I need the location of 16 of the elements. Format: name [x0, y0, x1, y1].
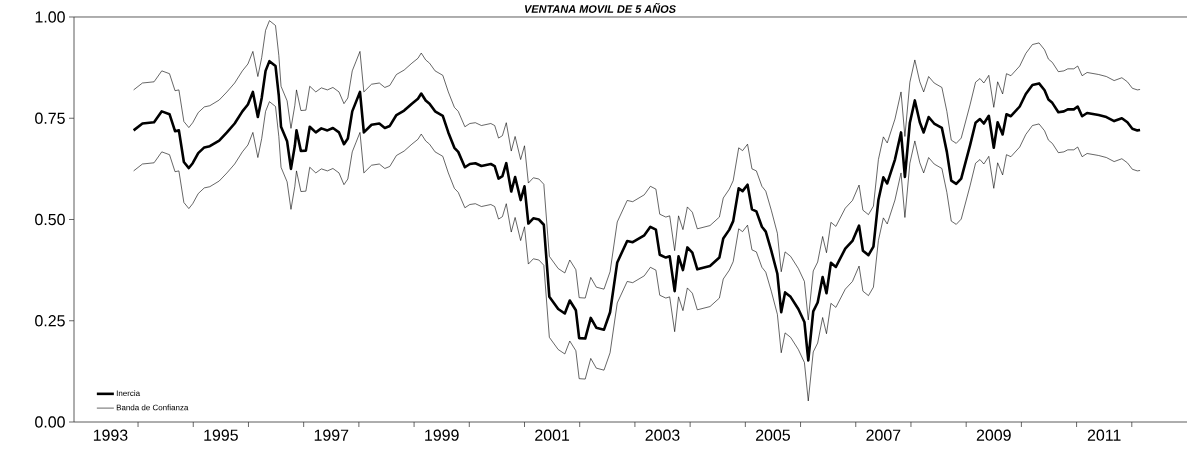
x-tick-label: 1993: [93, 429, 128, 441]
y-tick-label: 0.00: [35, 416, 65, 428]
x-tick-label: 1995: [204, 429, 238, 441]
x-tick-label: 2009: [976, 429, 1011, 441]
y-tick-label: 0.25: [35, 315, 65, 327]
y-tick-label: 1.00: [35, 11, 65, 23]
x-tick-label: 2011: [1087, 429, 1121, 441]
x-tick-label: 1997: [314, 429, 349, 441]
x-tick-label: 2007: [866, 429, 901, 441]
x-tick-label: 2005: [756, 429, 790, 441]
y-tick-label: 0.50: [35, 213, 65, 226]
y-tick-label: 0.75: [35, 112, 65, 124]
x-tick-label: 2003: [645, 429, 680, 441]
chart-title: VENTANA MOVIL DE 5 AÑOS: [524, 3, 676, 13]
x-tick-label: 1999: [425, 429, 459, 441]
x-tick-label: 2001: [535, 429, 570, 441]
